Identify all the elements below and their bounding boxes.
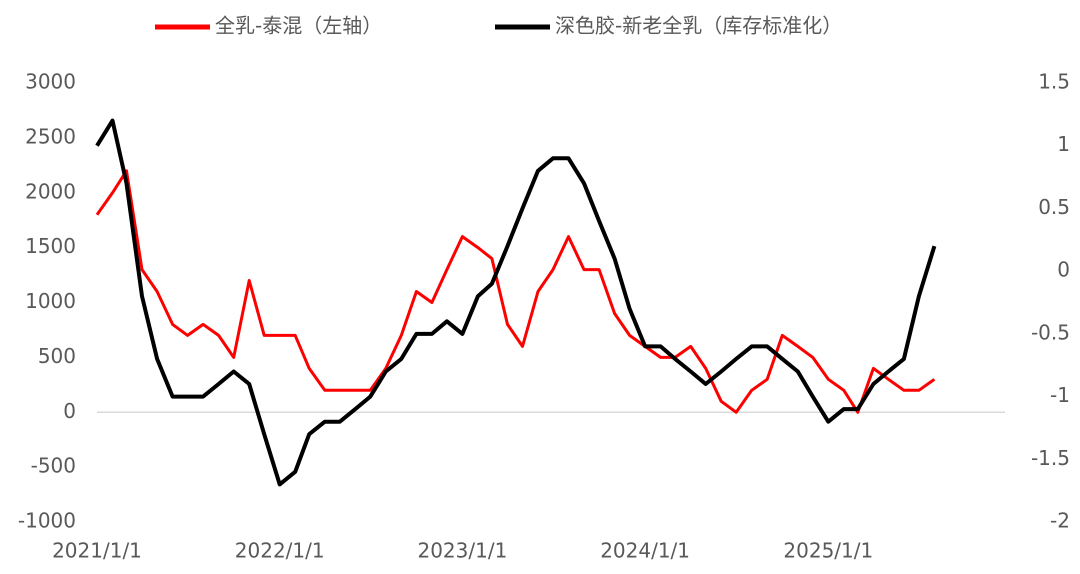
legend-label: 深色胶-新老全乳（库存标准化）: [555, 14, 842, 38]
y-tick-label: 0: [63, 399, 76, 423]
y2-tick-label: 1: [1057, 132, 1070, 156]
series-line: [95, 169, 936, 414]
y2-tick-label: 0: [1057, 258, 1070, 282]
x-tick-label: 2023/1/1: [417, 539, 507, 563]
y2-tick-label: -1.5: [1031, 446, 1070, 470]
y2-tick-label: -1: [1050, 383, 1070, 407]
y2-tick-label: -2: [1050, 509, 1070, 533]
x-tick-label: 2025/1/1: [783, 539, 873, 563]
y-tick-label: 2500: [25, 124, 76, 148]
y-tick-label: 1000: [25, 289, 76, 313]
x-tick-label: 2022/1/1: [235, 539, 325, 563]
x-tick-label: 2021/1/1: [52, 539, 142, 563]
x-tick-label: 2024/1/1: [600, 539, 690, 563]
legend-label: 全乳-泰混（左轴）: [215, 14, 382, 38]
y-tick-label: -1000: [18, 509, 76, 533]
y-tick-label: 1500: [25, 234, 76, 258]
y-tick-label: -500: [31, 454, 76, 478]
y-tick-label: 2000: [25, 179, 76, 203]
series-line: [95, 118, 937, 487]
y-tick-label: 500: [38, 344, 76, 368]
y2-tick-label: 0.5: [1038, 195, 1070, 219]
y2-tick-label: -0.5: [1031, 320, 1070, 344]
y2-tick-label: 1.5: [1038, 70, 1070, 94]
y-tick-label: 3000: [25, 70, 76, 94]
